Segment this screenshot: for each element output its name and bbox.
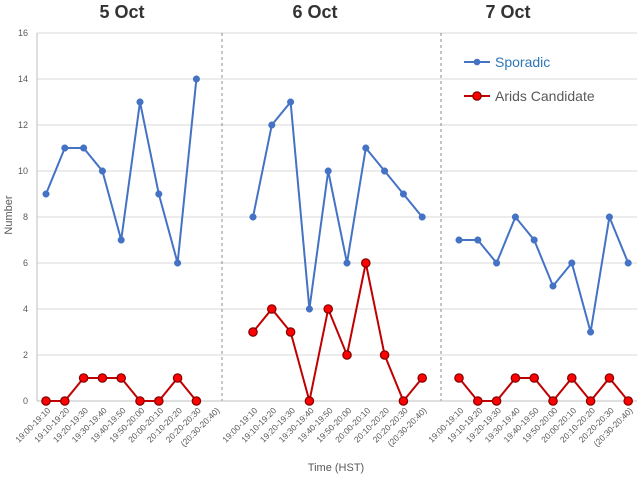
series-line-arids-candidate-2 xyxy=(252,262,423,403)
data-point-arids-candidate xyxy=(472,396,483,406)
data-point-sporadic xyxy=(42,190,50,198)
data-point-arids-candidate xyxy=(191,396,202,406)
y-tick-label: 10 xyxy=(18,166,28,176)
y-tick-label: 4 xyxy=(23,304,28,314)
data-point-sporadic xyxy=(287,98,295,106)
data-point-arids-candidate xyxy=(566,373,577,383)
data-point-sporadic xyxy=(155,190,163,198)
x-tick-labels: 19:00-19:1019:10-19:2019:20-19:3019:30-1… xyxy=(13,405,634,448)
data-point-sporadic xyxy=(192,75,200,83)
legend-label-arids-candidate: Arids Candidate xyxy=(495,88,595,104)
y-tick-label: 14 xyxy=(18,74,28,84)
data-point-sporadic xyxy=(305,305,313,313)
data-point-sporadic xyxy=(605,213,613,221)
data-point-sporadic xyxy=(249,213,257,221)
legend-label-sporadic: Sporadic xyxy=(495,54,550,70)
group-title: 6 Oct xyxy=(292,2,337,22)
group-title: 5 Oct xyxy=(99,2,144,22)
series-line-sporadic-3 xyxy=(459,213,630,333)
y-tick-label: 16 xyxy=(18,28,28,38)
data-point-arids-candidate xyxy=(248,327,258,337)
data-point-sporadic xyxy=(117,236,125,244)
data-point-sporadic xyxy=(549,282,557,290)
data-point-arids-candidate xyxy=(285,327,296,337)
data-point-arids-candidate xyxy=(78,373,89,383)
data-point-arids-candidate xyxy=(135,396,145,406)
series-line-sporadic-2 xyxy=(252,99,423,310)
data-point-sporadic xyxy=(343,259,351,267)
data-point-arids-candidate xyxy=(398,396,409,406)
data-point-sporadic xyxy=(80,144,88,152)
data-point-arids-candidate xyxy=(510,373,521,383)
series xyxy=(41,75,633,406)
data-point-sporadic xyxy=(399,190,407,198)
data-point-arids-candidate xyxy=(60,396,70,406)
data-point-arids-candidate xyxy=(417,373,427,383)
data-point-sporadic xyxy=(624,259,632,267)
x-axis-label: Time (HST) xyxy=(308,462,364,474)
y-tick-labels: 0 2 4 6 8 10 12 14 16 xyxy=(18,28,28,406)
data-point-sporadic xyxy=(511,213,519,221)
y-tick-label: 8 xyxy=(23,212,28,222)
legend-marker-arids-candidate xyxy=(472,91,482,101)
legend-marker-sporadic xyxy=(473,58,481,66)
data-point-arids-candidate xyxy=(454,373,464,383)
data-point-arids-candidate xyxy=(41,396,51,406)
series-line-arids-candidate-3 xyxy=(458,376,629,403)
y-axis-label: Number xyxy=(3,195,15,234)
data-point-sporadic xyxy=(136,98,144,106)
legend: Sporadic Arids Candidate xyxy=(464,54,595,104)
data-point-sporadic xyxy=(61,144,69,152)
data-point-sporadic xyxy=(493,259,501,267)
group-title: 7 Oct xyxy=(485,2,530,22)
data-point-sporadic xyxy=(474,236,482,244)
y-tick-label: 2 xyxy=(23,350,28,360)
data-point-arids-candidate xyxy=(585,396,596,406)
data-point-arids-candidate xyxy=(548,396,558,406)
group-dividers xyxy=(221,33,442,401)
data-point-arids-candidate xyxy=(323,304,333,314)
data-point-sporadic xyxy=(568,259,576,267)
data-point-arids-candidate xyxy=(491,396,502,406)
data-point-arids-candidate xyxy=(623,396,633,406)
data-point-sporadic xyxy=(455,236,463,244)
data-point-arids-candidate xyxy=(97,373,108,383)
y-tick-label: 12 xyxy=(18,120,28,130)
data-point-arids-candidate xyxy=(379,350,390,360)
group-titles: 5 Oct 6 Oct 7 Oct xyxy=(99,2,530,22)
data-point-arids-candidate xyxy=(304,396,315,406)
data-point-sporadic xyxy=(530,236,538,244)
data-point-sporadic xyxy=(174,259,182,267)
data-point-sporadic xyxy=(418,213,426,221)
y-tick-label: 0 xyxy=(23,396,28,406)
data-point-sporadic xyxy=(324,167,332,175)
data-point-arids-candidate xyxy=(360,258,371,268)
data-point-arids-candidate xyxy=(172,373,183,383)
data-point-sporadic xyxy=(381,167,389,175)
data-point-sporadic xyxy=(98,167,106,175)
data-point-sporadic xyxy=(268,121,276,129)
data-point-arids-candidate xyxy=(266,304,277,314)
y-tick-label: 6 xyxy=(23,258,28,268)
data-point-arids-candidate xyxy=(604,373,615,383)
data-point-sporadic xyxy=(587,328,595,336)
data-point-arids-candidate xyxy=(529,373,539,383)
data-point-arids-candidate xyxy=(116,373,126,383)
data-point-sporadic xyxy=(362,144,370,152)
data-point-arids-candidate xyxy=(154,396,164,406)
data-point-arids-candidate xyxy=(342,350,352,360)
